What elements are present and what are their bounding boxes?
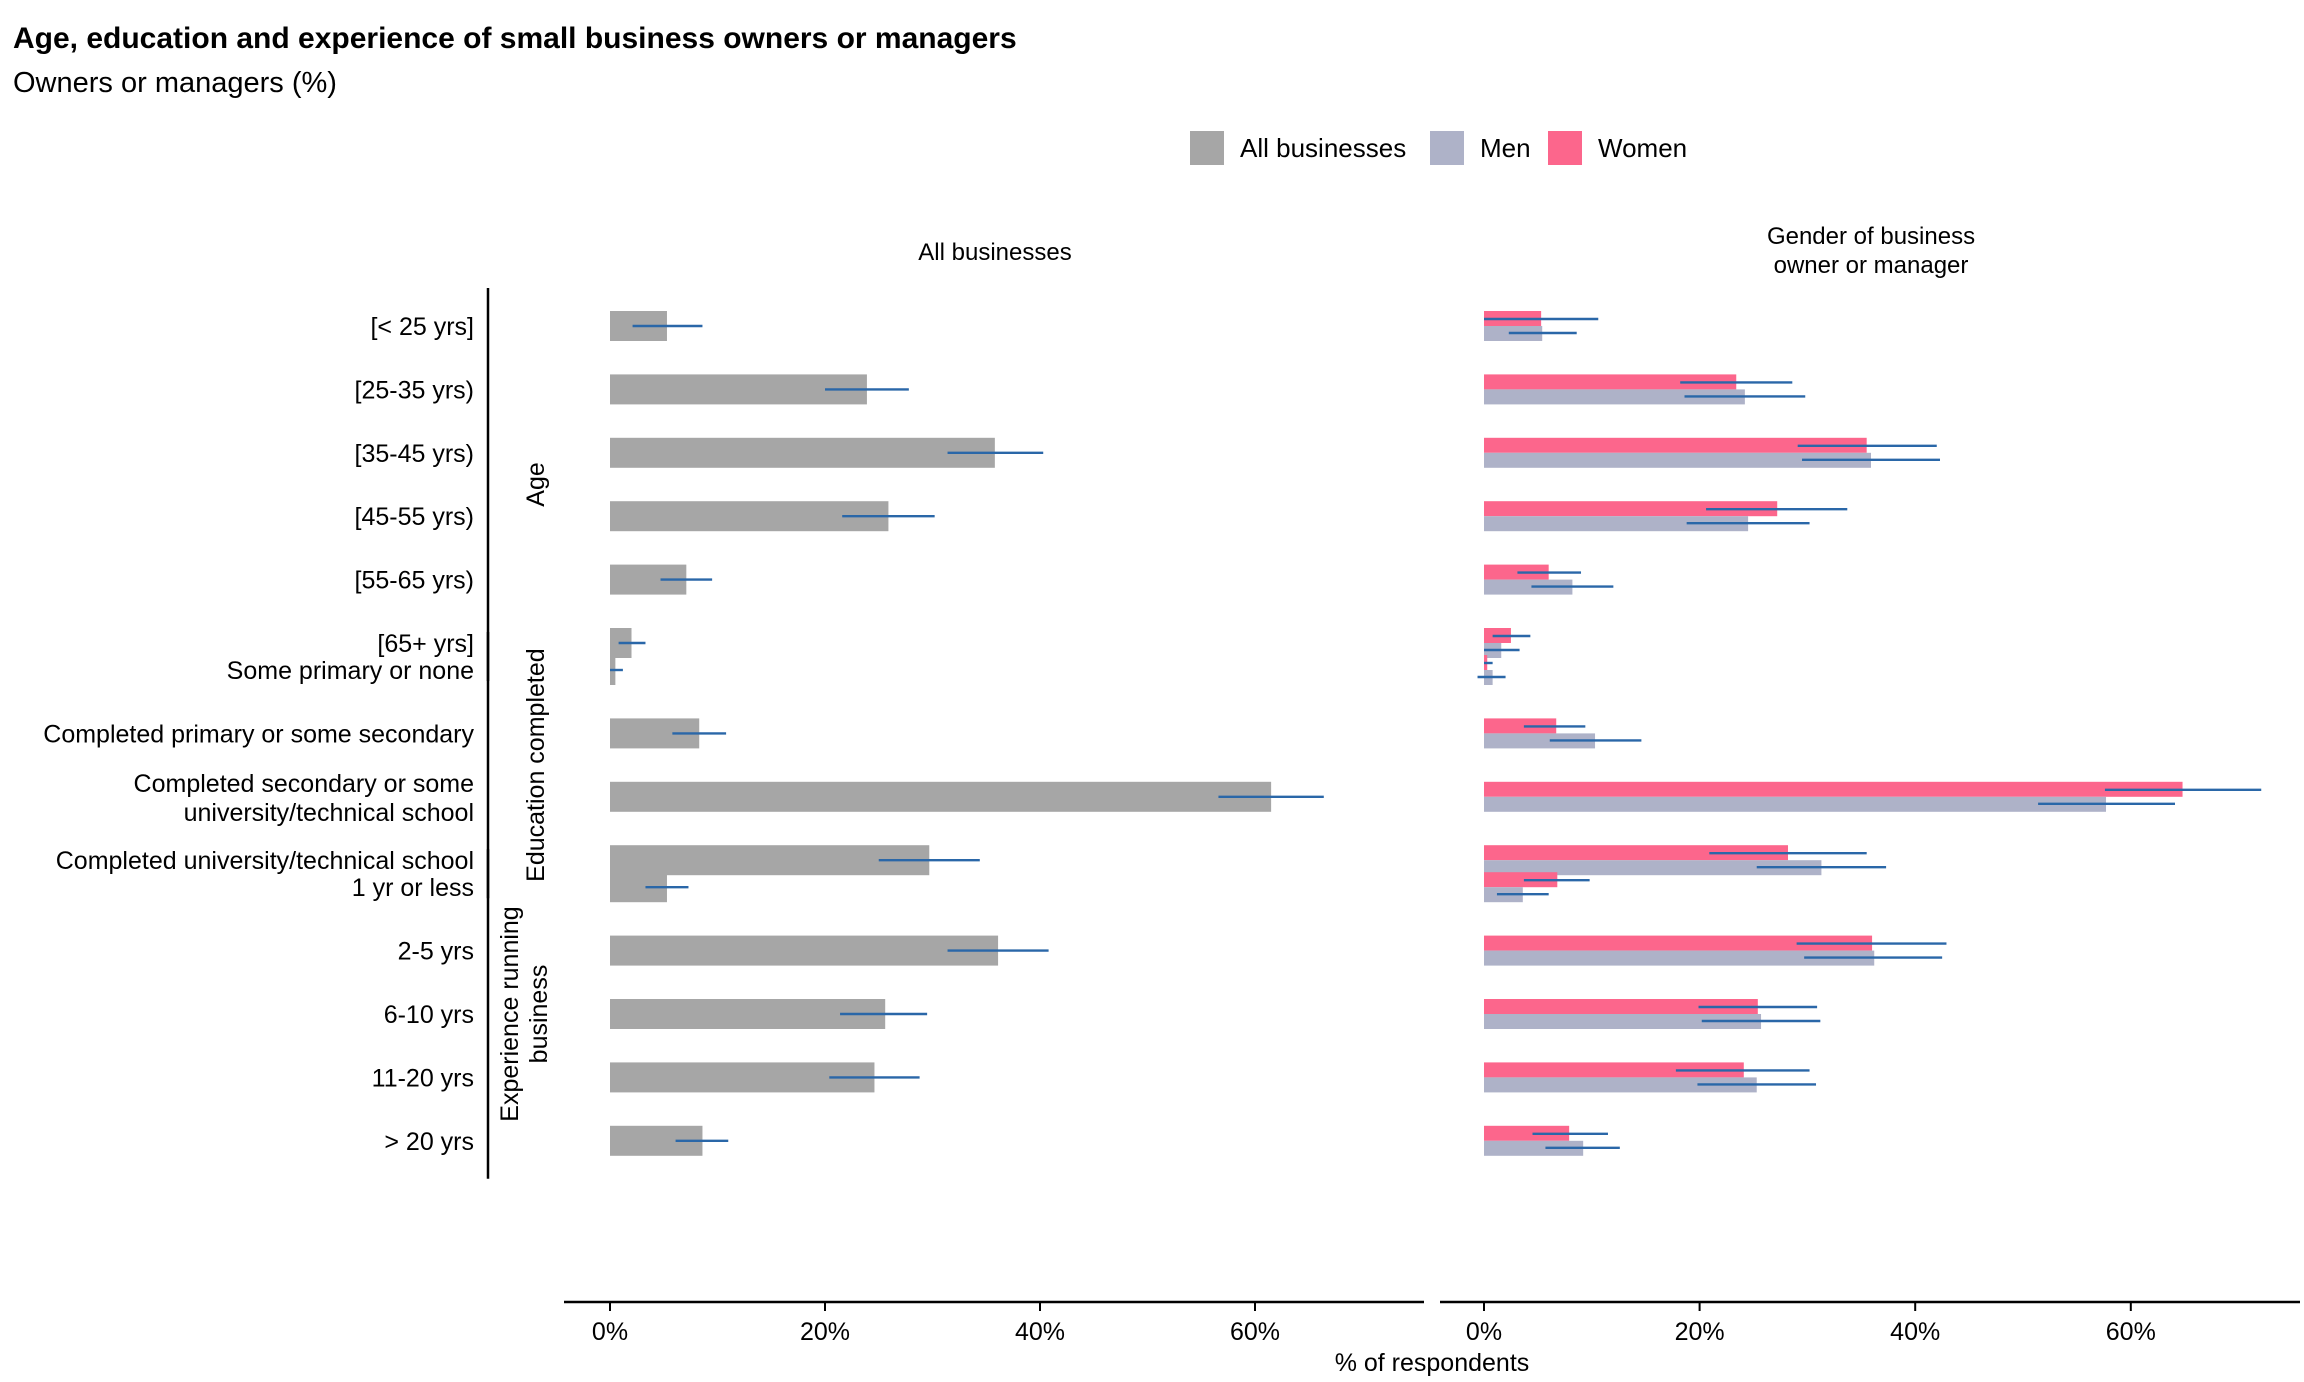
bar-men [1484, 950, 1875, 966]
row-labels: [< 25 yrs] [25-35 yrs) [35-45 yrs) [45-55 y… [43, 313, 474, 1156]
bar-men [1484, 389, 1745, 405]
row-label: 11-20 yrs [372, 1064, 474, 1092]
row-label: [65+ yrs] [377, 630, 474, 658]
bar-all [610, 437, 995, 468]
bar-women [1484, 564, 1549, 580]
bar-men [1484, 796, 2107, 812]
bar-men [1484, 452, 1872, 468]
row-label: [25-35 yrs) [355, 376, 474, 404]
row-label: 1 yr or less [352, 874, 474, 902]
bar-all [610, 374, 867, 405]
bar-women [1484, 999, 1758, 1014]
group-label: Education completed [522, 648, 550, 881]
row-label: Completed university/technical school [56, 847, 474, 875]
bar-all [610, 781, 1272, 812]
x-axis-label: % of respondents [1335, 1349, 1530, 1377]
row-label: > 20 yrs [384, 1128, 474, 1156]
row-label: university/technical school [184, 799, 474, 827]
row-label: Some primary or none [227, 657, 474, 685]
bar-women [1484, 872, 1558, 888]
bar-women [1484, 718, 1557, 734]
x-tick-label: 0% [592, 1318, 628, 1346]
bar-women [1484, 1062, 1744, 1078]
bar-women [1484, 374, 1737, 390]
legend-label: Men [1480, 133, 1531, 163]
chart-title: Age, education and experience of small b… [13, 22, 1017, 55]
x-axes: 0% 20% 40% 60% 0% 20% 40% 60% [564, 1300, 2300, 1346]
legend-label: All businesses [1240, 133, 1406, 163]
bar-men [1484, 579, 1573, 595]
chart-subtitle: Owners or managers (%) [13, 67, 337, 99]
error-bars [610, 317, 2262, 1150]
bar-women [1484, 935, 1873, 951]
legend: All businesses Men Women [1190, 131, 1687, 165]
bar-women [1484, 845, 1788, 861]
bar-men [1484, 1140, 1584, 1156]
x-tick-label: 60% [2106, 1318, 2156, 1346]
facet-header-gender: Gender of business [1767, 223, 1975, 250]
group-labels: Age Education completed Experience running… [496, 462, 553, 1121]
bar-women [1484, 501, 1778, 517]
bar-men [1484, 1014, 1762, 1029]
bar-women [1484, 1125, 1570, 1141]
facet-header-gender: owner or manager [1774, 252, 1969, 279]
bar-all [610, 935, 999, 966]
legend-swatch [1430, 131, 1464, 165]
x-tick-label: 40% [1015, 1318, 1065, 1346]
bar-women [1484, 781, 2183, 797]
legend-swatch [1190, 131, 1224, 165]
row-label: [55-65 yrs) [355, 567, 474, 595]
x-tick-label: 60% [1230, 1318, 1280, 1346]
row-label: 6-10 yrs [384, 1001, 474, 1029]
x-tick-label: 20% [1675, 1318, 1725, 1346]
x-tick-label: 40% [1890, 1318, 1940, 1346]
group-label: Experience runningbusiness [496, 906, 553, 1121]
bar-women [1484, 437, 1867, 453]
bar-men [1484, 733, 1596, 749]
x-tick-label: 0% [1466, 1318, 1502, 1346]
row-label: [< 25 yrs] [370, 313, 474, 341]
row-label: [45-55 yrs) [355, 503, 474, 531]
facet-header-all: All businesses [918, 239, 1071, 266]
bar-all [610, 999, 886, 1029]
bar-all [610, 845, 930, 876]
bar-men [1484, 516, 1749, 532]
x-tick-label: 20% [800, 1318, 850, 1346]
row-label: Completed secondary or some [134, 770, 474, 798]
row-label: Completed primary or some secondary [43, 720, 474, 748]
bar-men [1484, 1077, 1757, 1093]
bar-men [1484, 860, 1822, 876]
bar-all [610, 501, 889, 532]
legend-label: Women [1598, 133, 1687, 163]
row-label: 2-5 yrs [398, 938, 474, 966]
group-label: Age [522, 462, 550, 506]
bars [610, 311, 2183, 1156]
legend-swatch [1548, 131, 1582, 165]
row-label: [35-45 yrs) [355, 440, 474, 468]
